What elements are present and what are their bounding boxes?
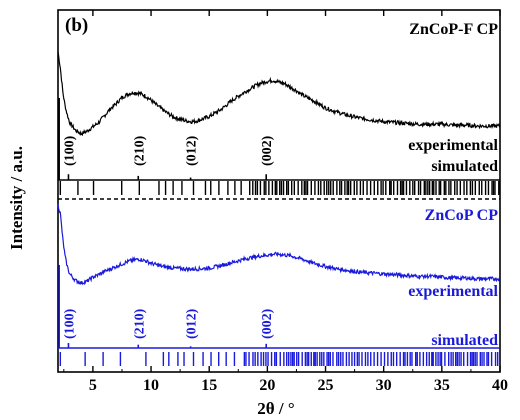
bottom-panel-title: ZnCoP CP <box>425 207 499 224</box>
top-simulated-label: simulated <box>431 158 498 175</box>
hkl-label: (100) <box>62 135 77 166</box>
x-tick-label: 10 <box>143 377 159 394</box>
x-tick-label: 25 <box>318 377 334 394</box>
x-tick-label: 5 <box>89 377 97 394</box>
experimental-line-1 <box>57 204 501 286</box>
y-axis-title: Intensity / a.u. <box>7 146 26 250</box>
x-tick-label: 30 <box>376 377 392 394</box>
plot-area: 5 10 15 20 25 30 35 40 (100) (210) (012) (002) (100)… <box>57 9 508 394</box>
x-tick-label: 20 <box>259 377 275 394</box>
bottom-experimental-label: experimental <box>408 283 498 300</box>
x-tick-label: 35 <box>434 377 450 394</box>
bottom-simulated-label: simulated <box>431 332 498 349</box>
hkl-label: (002) <box>260 135 275 166</box>
x-tick-label: 40 <box>492 377 508 394</box>
top-panel-title: ZnCoP-F CP <box>409 21 498 38</box>
plot-frame <box>57 9 501 373</box>
hkl-label: (002) <box>260 308 275 339</box>
top-experimental-label: experimental <box>408 137 498 154</box>
hkl-label: (210) <box>132 135 147 166</box>
hkl-label: (012) <box>185 135 200 166</box>
panel-label: (b) <box>65 15 88 36</box>
experimental-line-0 <box>57 51 501 137</box>
hkl-label: (210) <box>132 308 147 339</box>
x-tick-label: 15 <box>201 377 217 394</box>
x-axis-title: 2θ / ° <box>257 399 294 418</box>
hkl-label: (100) <box>62 308 77 339</box>
hkl-label: (012) <box>185 308 200 339</box>
